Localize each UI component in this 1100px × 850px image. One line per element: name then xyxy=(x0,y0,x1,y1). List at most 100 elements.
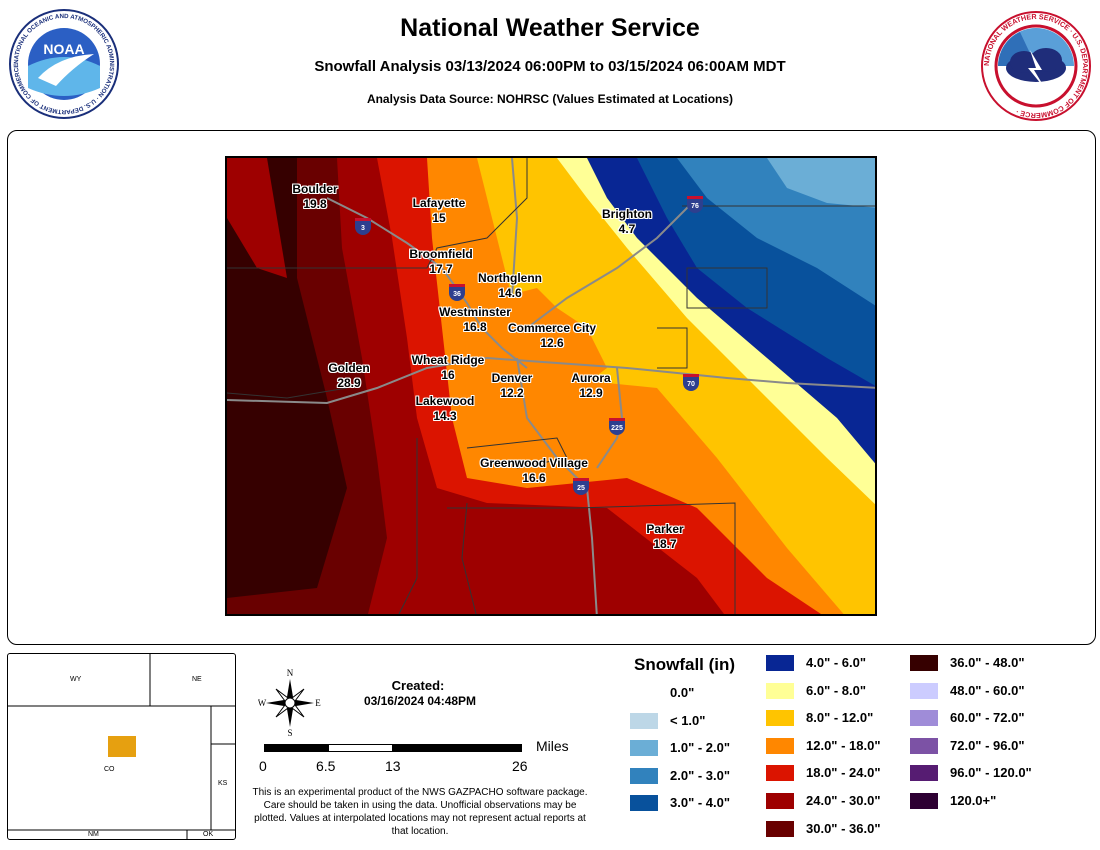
city-value: 12.2 xyxy=(500,386,524,400)
city-name: Boulder xyxy=(292,182,338,196)
legend-swatch xyxy=(766,655,794,671)
city-value: 19.8 xyxy=(303,197,327,211)
scale-unit: Miles xyxy=(536,738,569,754)
inset-label-wy: WY xyxy=(70,676,82,683)
city-label: Northglenn 14.6 xyxy=(478,271,542,301)
legend-label: 36.0" - 48.0" xyxy=(950,655,1025,670)
disclaimer-text: This is an experimental product of the N… xyxy=(252,787,588,837)
legend-swatch xyxy=(630,767,658,784)
legend-label: 18.0" - 24.0" xyxy=(806,765,881,781)
city-label: Aurora 12.9 xyxy=(571,371,610,401)
city-label: Lafayette 15 xyxy=(413,196,466,226)
legend-swatch xyxy=(766,765,794,782)
legend-label: 0.0" xyxy=(670,685,695,700)
highway-25-shield: 25 xyxy=(573,478,589,495)
compass-w: W xyxy=(258,698,267,708)
legend-label: 4.0" - 6.0" xyxy=(806,655,867,670)
legend-label: 96.0" - 120.0" xyxy=(950,765,1032,781)
city-label: Lakewood 14.3 xyxy=(416,394,475,424)
legend-swatch xyxy=(910,655,938,671)
inset-label-co: CO xyxy=(104,766,115,773)
band-12-18-denver xyxy=(487,288,607,408)
city-label: Westminster 16.8 xyxy=(439,305,511,335)
legend-label: 120.0+" xyxy=(950,793,997,808)
city-name: Commerce City xyxy=(507,321,597,335)
city-value: 16.8 xyxy=(463,320,487,334)
city-label: Parker 18.7 xyxy=(646,522,683,552)
city-value: 16.6 xyxy=(522,471,546,485)
noaa-logo-text: NOAA xyxy=(43,41,84,57)
city-name: Lakewood xyxy=(415,394,475,408)
nws-logo: NATIONAL WEATHER SERVICE · U.S. DEPARTME… xyxy=(980,10,1092,127)
legend-swatch xyxy=(630,685,658,701)
legend-swatch xyxy=(766,737,794,754)
legend-label: 6.0" - 8.0" xyxy=(806,682,867,698)
boundaries xyxy=(227,158,875,614)
legend-swatch xyxy=(910,682,938,699)
data-source-note: Analysis Data Source: NOHRSC (Values Est… xyxy=(366,92,734,106)
band-24-30-nw xyxy=(227,158,287,278)
city-label: Golden 28.9 xyxy=(328,361,369,391)
legend-swatch xyxy=(910,737,938,754)
legend-label: 60.0" - 72.0" xyxy=(950,710,1025,726)
city-value: 12.9 xyxy=(579,386,603,400)
legend-swatch xyxy=(766,793,794,809)
city-value: 18.7 xyxy=(653,537,677,551)
band-1-2 xyxy=(767,158,875,208)
legend-swatch xyxy=(910,793,938,809)
inset-label-ks: KS xyxy=(218,780,228,787)
highway-225-shield: 225 xyxy=(609,418,625,435)
highway-3-shield: 3 xyxy=(355,218,371,235)
page-title: National Weather Service xyxy=(400,14,700,42)
city-name: Parker xyxy=(646,522,684,536)
city-name: Aurora xyxy=(571,371,611,385)
scale-tick: 6.5 xyxy=(316,758,336,774)
legend-swatch xyxy=(630,712,658,729)
city-name: Denver xyxy=(491,371,533,385)
city-value: 16 xyxy=(441,368,455,382)
city-label: Commerce City 12.6 xyxy=(508,321,596,351)
inset-label-ok: OK xyxy=(203,831,214,838)
city-name: Lafayette xyxy=(412,196,466,210)
snowfall-contours xyxy=(227,158,875,614)
scale-tick: 13 xyxy=(385,758,401,774)
legend-label: 1.0" - 2.0" xyxy=(670,740,731,756)
legend-label: < 1.0" xyxy=(670,712,706,728)
city-label: Boulder 19.8 xyxy=(292,182,337,212)
scale-tick: 0 xyxy=(259,758,267,774)
created-label: Created: xyxy=(391,678,445,693)
legend-swatch xyxy=(766,820,794,837)
created-date: 03/16/2024 04:48PM xyxy=(363,694,477,708)
legend-swatch xyxy=(630,740,658,757)
map-frame xyxy=(7,130,1096,645)
page-subtitle: Snowfall Analysis 03/13/2024 06:00PM to … xyxy=(314,58,786,75)
inset-label-ne: NE xyxy=(192,676,202,683)
noaa-logo: NOAA NATIONAL OCEANIC AND ATMOSPHERIC AD… xyxy=(7,3,120,125)
city-value: 28.9 xyxy=(337,376,361,390)
compass-rose-icon: N E S W xyxy=(258,668,322,743)
city-name: Greenwood Village xyxy=(480,456,588,470)
city-value: 12.6 xyxy=(540,336,564,350)
city-name: Golden xyxy=(328,361,370,375)
legend-label: 72.0" - 96.0" xyxy=(950,737,1025,753)
legend-swatch xyxy=(766,682,794,699)
study-area-marker xyxy=(108,736,136,757)
legend-swatch xyxy=(910,710,938,727)
city-label: Brighton 4.7 xyxy=(602,207,652,237)
legend-label: 48.0" - 60.0" xyxy=(950,682,1025,698)
legend-label: 12.0" - 18.0" xyxy=(806,737,881,753)
city-name: Northglenn xyxy=(478,271,542,285)
legend-label: 2.0" - 3.0" xyxy=(670,767,731,783)
legend-label: 24.0" - 30.0" xyxy=(806,793,881,808)
snowfall-map[interactable]: 3 76 36 70 225 25 Boulder 19.8 Lafayette 1… xyxy=(225,156,877,616)
city-value: 14.6 xyxy=(498,286,522,300)
city-value: 4.7 xyxy=(618,222,636,236)
scale-bar xyxy=(264,744,522,752)
city-name: Broomfield xyxy=(409,247,473,261)
city-label: Broomfield 17.7 xyxy=(409,247,472,277)
state-boundaries xyxy=(8,654,235,839)
city-name: Wheat Ridge xyxy=(411,353,485,367)
city-value: 15 xyxy=(432,211,446,225)
compass-e: E xyxy=(315,698,321,708)
city-value: 17.7 xyxy=(429,262,453,276)
